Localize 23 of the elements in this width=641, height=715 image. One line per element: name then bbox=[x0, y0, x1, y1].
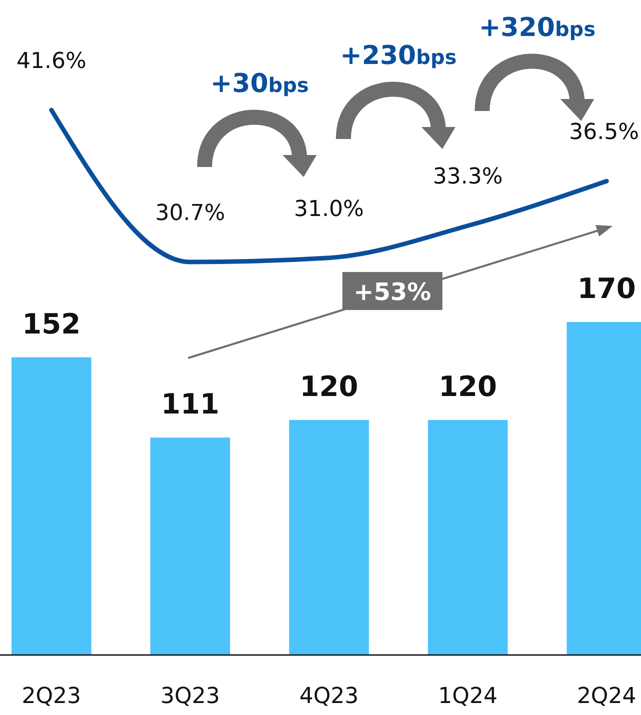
x-tick-label: 3Q23 bbox=[160, 684, 220, 709]
text: +320bps bbox=[478, 13, 596, 43]
data-label: 120 bbox=[300, 370, 358, 403]
bar bbox=[428, 420, 508, 655]
data-label: 111 bbox=[160, 388, 220, 421]
data-label: 30.7% bbox=[155, 201, 226, 226]
bar bbox=[150, 438, 230, 655]
text: +230bps bbox=[340, 41, 457, 71]
data-label: 170 bbox=[577, 272, 636, 305]
data-label: 36.5% bbox=[569, 120, 639, 146]
data-label: 120 bbox=[438, 370, 498, 403]
data-label: 152 bbox=[22, 307, 81, 340]
data-label: 31.0% bbox=[294, 196, 364, 222]
data-label: 41.6% bbox=[16, 49, 86, 74]
text: +30bps bbox=[210, 69, 309, 99]
x-tick-label: 2Q23 bbox=[22, 684, 82, 709]
x-tick-label: 2Q24 bbox=[576, 684, 636, 709]
bar bbox=[12, 357, 92, 655]
data-label: 33.3% bbox=[432, 164, 503, 190]
x-tick-label: 1Q24 bbox=[438, 684, 498, 709]
text: +53% bbox=[354, 278, 432, 306]
x-tick-label: 4Q23 bbox=[299, 684, 359, 709]
bar bbox=[289, 420, 369, 655]
